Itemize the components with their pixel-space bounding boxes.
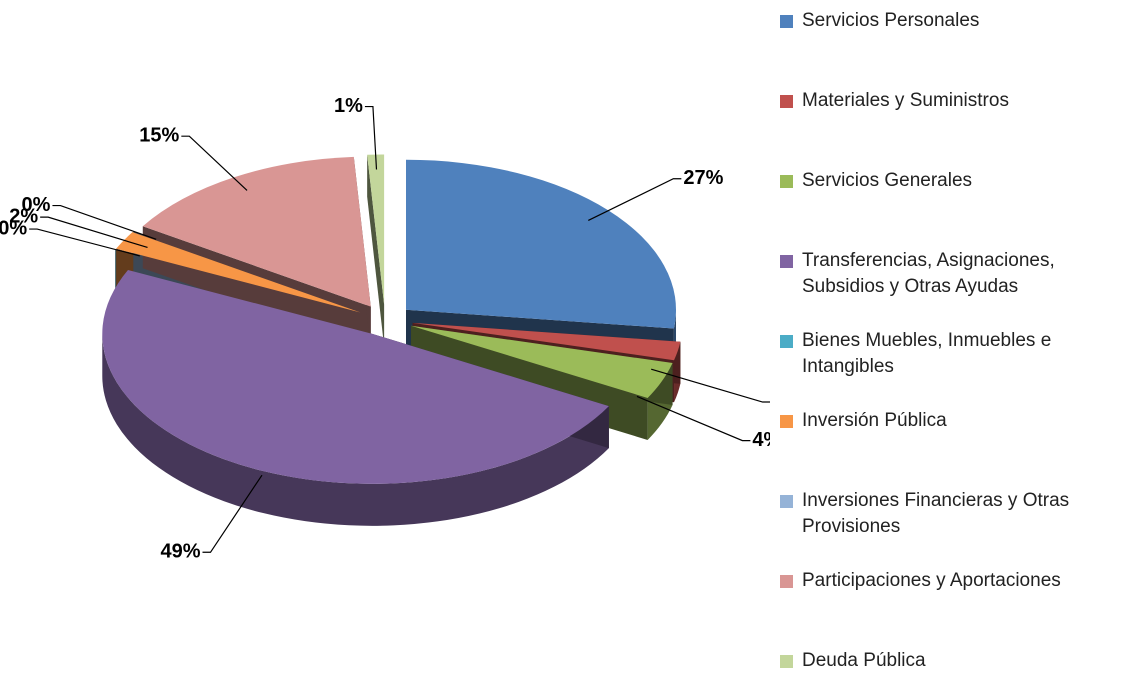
legend-label: Bienes Muebles, Inmuebles e Intangibles bbox=[802, 330, 1052, 377]
legend-swatch bbox=[780, 495, 793, 508]
legend-label: Participaciones y Aportaciones bbox=[802, 570, 1061, 591]
data-label: 0% bbox=[22, 194, 51, 216]
legend-item: Servicios Personales bbox=[780, 8, 1140, 34]
slice bbox=[116, 232, 361, 313]
slice bbox=[133, 231, 362, 312]
leader-line bbox=[40, 216, 148, 249]
legend-swatch bbox=[780, 575, 793, 588]
leader-line bbox=[364, 105, 378, 170]
legend-label: Transferencias, Asignaciones, Subsidios … bbox=[802, 250, 1055, 297]
leader-line bbox=[651, 368, 770, 403]
leader-line bbox=[29, 228, 140, 257]
legend-label: Servicios Personales bbox=[802, 10, 980, 31]
legend-item: Bienes Muebles, Inmuebles e Intangibles bbox=[780, 328, 1140, 380]
data-label: 49% bbox=[160, 541, 200, 563]
legend-label: Servicios Generales bbox=[802, 170, 973, 191]
legend-swatch bbox=[780, 655, 793, 668]
data-label: 27% bbox=[683, 167, 723, 189]
legend: Servicios Personales Materiales y Suminis… bbox=[780, 0, 1146, 678]
legend-item: Materiales y Suministros bbox=[780, 88, 1140, 114]
legend-swatch bbox=[780, 415, 793, 428]
data-label: 2% bbox=[9, 205, 38, 227]
legend-label: Inversiones Financieras y Otras Provisio… bbox=[802, 490, 1070, 537]
legend-item: Transferencias, Asignaciones, Subsidios … bbox=[780, 248, 1140, 300]
data-label: 15% bbox=[139, 124, 179, 146]
slice bbox=[142, 156, 371, 307]
data-label: 1% bbox=[334, 95, 363, 117]
slice bbox=[406, 159, 677, 329]
legend-label: Materiales y Suministros bbox=[802, 90, 1009, 111]
leader-line bbox=[202, 474, 263, 553]
legend-swatch bbox=[780, 95, 793, 108]
legend-label: Deuda Pública bbox=[802, 650, 926, 671]
legend-item: Inversión Pública bbox=[780, 408, 1140, 434]
pie-chart: 27%2%4%49%0%2%0%15%1% bbox=[0, 95, 770, 563]
legend-swatch bbox=[780, 175, 793, 188]
leader-line bbox=[181, 135, 248, 191]
legend-swatch bbox=[780, 15, 793, 28]
leader-line bbox=[636, 395, 751, 442]
legend-item: Deuda Pública bbox=[780, 648, 1140, 674]
data-label: 0% bbox=[0, 217, 27, 239]
legend-swatch bbox=[780, 255, 793, 268]
slice bbox=[102, 269, 609, 484]
data-label: 4% bbox=[752, 429, 770, 451]
legend-label: Inversión Pública bbox=[802, 410, 947, 431]
leader-line bbox=[52, 204, 157, 240]
slice-edge bbox=[367, 154, 385, 347]
slice-side bbox=[102, 333, 609, 526]
legend-item: Participaciones y Aportaciones bbox=[780, 568, 1140, 594]
slice bbox=[367, 154, 385, 305]
slice bbox=[411, 325, 673, 398]
legend-swatch bbox=[780, 335, 793, 348]
legend-item: Inversiones Financieras y Otras Provisio… bbox=[780, 488, 1140, 540]
legend-item: Servicios Generales bbox=[780, 168, 1140, 194]
leader-line bbox=[588, 178, 682, 221]
slice bbox=[412, 322, 681, 361]
